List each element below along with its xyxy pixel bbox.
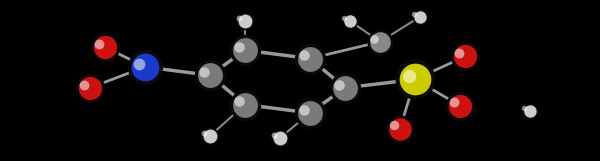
- Point: [234, 16, 244, 19]
- Point: [455, 104, 465, 107]
- Point: [234, 100, 244, 103]
- Point: [94, 43, 104, 45]
- Point: [369, 37, 379, 40]
- Point: [305, 112, 315, 114]
- Point: [140, 66, 150, 68]
- Point: [240, 49, 250, 52]
- Point: [415, 15, 425, 18]
- Point: [340, 86, 350, 89]
- Point: [339, 16, 349, 19]
- Point: [269, 134, 279, 136]
- Point: [205, 135, 215, 137]
- Point: [410, 78, 420, 81]
- Point: [205, 74, 215, 77]
- Point: [240, 20, 250, 22]
- Point: [85, 86, 95, 89]
- Point: [134, 62, 144, 65]
- Point: [345, 20, 355, 22]
- Point: [199, 132, 209, 134]
- Point: [100, 46, 110, 48]
- Point: [205, 74, 215, 77]
- Point: [275, 137, 285, 139]
- Point: [85, 86, 95, 89]
- Point: [519, 106, 529, 109]
- Point: [449, 101, 459, 104]
- Point: [525, 109, 535, 112]
- Point: [79, 83, 89, 86]
- Point: [375, 41, 385, 43]
- Point: [240, 103, 250, 106]
- Point: [345, 20, 355, 22]
- Point: [334, 83, 344, 86]
- Point: [140, 66, 150, 68]
- Point: [305, 57, 315, 60]
- Point: [375, 41, 385, 43]
- Point: [455, 104, 465, 107]
- Point: [234, 46, 244, 48]
- Point: [299, 54, 309, 57]
- Point: [240, 103, 250, 106]
- Point: [460, 55, 470, 58]
- Point: [395, 127, 405, 130]
- Point: [460, 55, 470, 58]
- Point: [395, 127, 405, 130]
- Point: [409, 12, 419, 15]
- Point: [454, 52, 464, 55]
- Point: [100, 46, 110, 48]
- Point: [199, 71, 209, 73]
- Point: [240, 49, 250, 52]
- Point: [275, 137, 285, 139]
- Point: [340, 86, 350, 89]
- Point: [415, 15, 425, 18]
- Point: [240, 20, 250, 22]
- Point: [410, 78, 420, 81]
- Point: [389, 124, 399, 127]
- Point: [299, 109, 309, 111]
- Point: [205, 135, 215, 137]
- Point: [525, 109, 535, 112]
- Point: [305, 57, 315, 60]
- Point: [404, 75, 414, 78]
- Point: [305, 112, 315, 114]
